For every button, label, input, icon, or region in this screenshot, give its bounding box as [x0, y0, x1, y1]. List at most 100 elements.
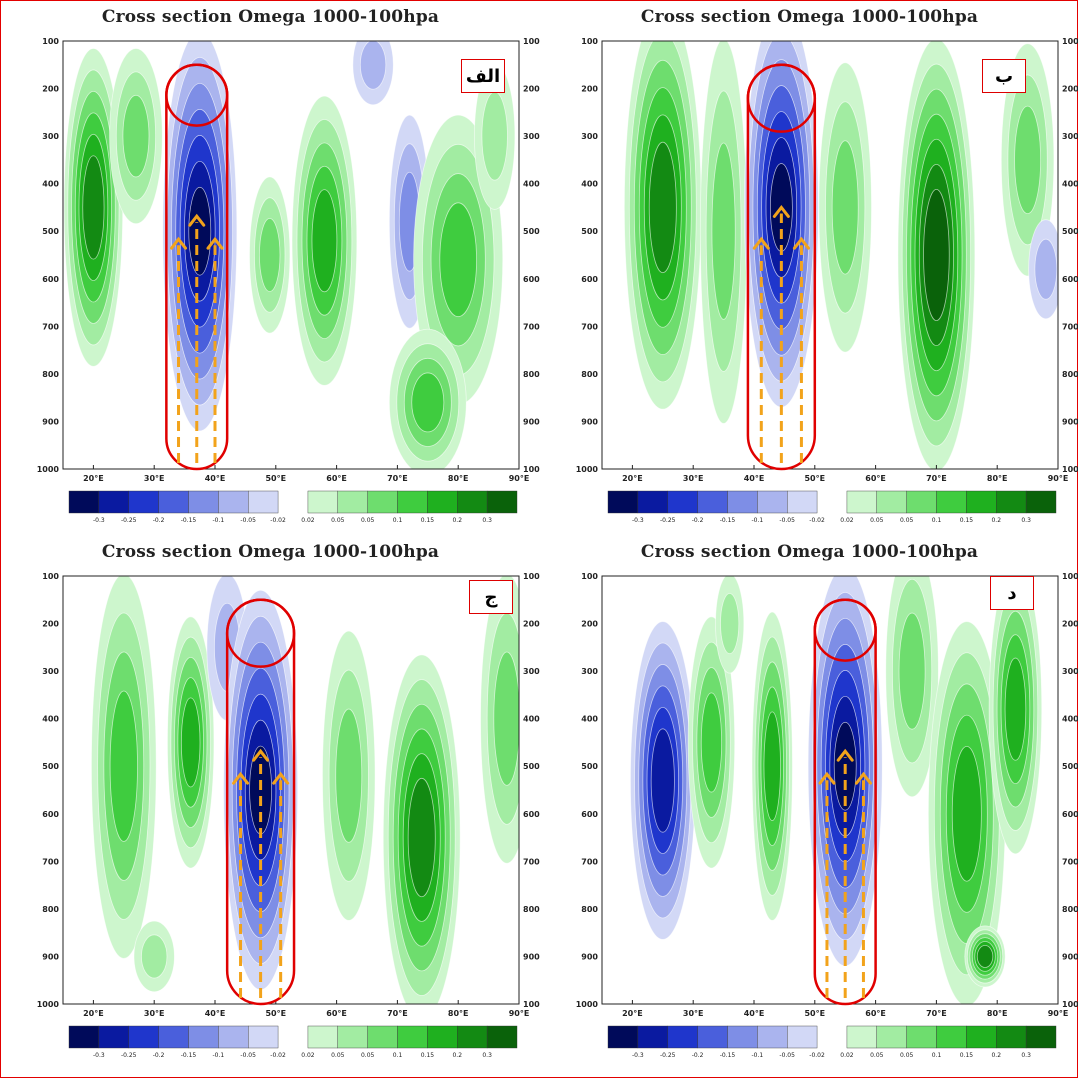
y-tick-label-right: 200	[523, 620, 540, 629]
colorbar-swatch	[367, 490, 398, 514]
colorbar-label: 0.2	[991, 1052, 1001, 1059]
colorbar-label: 0.05	[331, 517, 345, 524]
x-tick-label: 50°E	[804, 474, 825, 483]
y-tick-label-right: 900	[523, 417, 540, 426]
positive-omega-contour	[1004, 657, 1027, 761]
colorbar-label: 0.15	[960, 1052, 974, 1059]
colorbar-swatch	[397, 490, 428, 514]
positive-omega-contour	[259, 218, 281, 292]
colorbar-swatch	[337, 1025, 368, 1049]
colorbar-swatch	[786, 1025, 818, 1049]
positive-omega-contour	[82, 155, 105, 260]
y-tick-label-left: 400	[581, 715, 598, 724]
colorbar-swatch	[1025, 1025, 1057, 1049]
omega-field	[63, 576, 519, 1004]
y-tick-label-right: 600	[523, 810, 540, 819]
colorbar-label: -0.2	[692, 1052, 704, 1059]
y-tick-label-right: 800	[1062, 905, 1078, 914]
y-tick-label-left: 700	[581, 857, 598, 866]
x-tick-label: 90°E	[509, 474, 530, 483]
colorbar: -0.3 -0.25 -0.2 -0.15 -0.1 -0.05 -0.02 0.02 0.05…	[68, 490, 518, 524]
colorbar-label: 0.05	[900, 517, 914, 524]
positive-omega-contour	[976, 945, 994, 968]
omega-cross-section-chart: 100 100 200 200 300 300 400 400 500 500 600 600 700 7…	[576, 37, 1078, 524]
colorbar-label: 0.2	[991, 517, 1001, 524]
y-tick-label-left: 700	[42, 857, 59, 866]
colorbar-swatch	[637, 490, 668, 514]
y-tick-label-left: 200	[42, 85, 59, 94]
y-tick-label-right: 300	[523, 132, 540, 141]
colorbar-label: -0.02	[809, 1052, 825, 1059]
colorbar-swatch	[188, 490, 219, 514]
x-tick-label: 70°E	[926, 474, 947, 483]
colorbar-swatch	[486, 1025, 518, 1049]
negative-omega-contour	[359, 41, 387, 90]
positive-omega-contour	[700, 692, 723, 793]
colorbar-swatch	[876, 490, 907, 514]
y-tick-label-left: 200	[581, 620, 598, 629]
colorbar-swatch	[158, 1025, 189, 1049]
y-tick-label-left: 1000	[37, 1000, 60, 1009]
colorbar-swatch	[786, 490, 818, 514]
positive-omega-contour	[122, 94, 150, 178]
colorbar-swatch	[128, 490, 159, 514]
colorbar-swatch	[637, 1025, 668, 1049]
colorbar-swatch	[607, 490, 639, 514]
colorbar-label: -0.2	[692, 517, 704, 524]
colorbar-swatch	[367, 1025, 398, 1049]
x-tick-label: 60°E	[865, 474, 886, 483]
y-tick-label-right: 300	[523, 667, 540, 676]
omega-cross-section-chart: 100 100 200 200 300 300 400 400 500 500 600 600 700 7…	[37, 37, 540, 524]
colorbar: -0.3 -0.25 -0.2 -0.15 -0.1 -0.05 -0.02 0.02 0.05…	[607, 1025, 1057, 1059]
y-tick-label-right: 500	[1062, 227, 1078, 236]
y-tick-label-right: 500	[523, 227, 540, 236]
y-tick-label-right: 600	[1062, 810, 1078, 819]
y-tick-label-right: 600	[523, 275, 540, 284]
colorbar-label: -0.15	[720, 517, 736, 524]
colorbar-swatch	[337, 490, 368, 514]
positive-omega-contour	[141, 934, 168, 979]
y-tick-label-right: 400	[1062, 715, 1078, 724]
colorbar-label: -0.02	[270, 517, 286, 524]
panel-title: Cross section Omega 1000-100hpa	[640, 7, 979, 27]
ascent-arrow-head	[772, 205, 790, 218]
x-tick-label: 50°E	[265, 474, 286, 483]
colorbar-label: 0.15	[421, 517, 435, 524]
negative-omega-contour	[650, 728, 675, 833]
x-tick-label: 40°E	[205, 474, 226, 483]
panel-be: Cross section Omega 1000-100hpa 100 100 20…	[540, 1, 1078, 536]
panel-badge: الف	[461, 59, 505, 93]
colorbar-label: -0.1	[751, 517, 763, 524]
colorbar-swatch	[1025, 490, 1057, 514]
plot-frame	[62, 40, 520, 470]
highlight-circle	[225, 598, 296, 668]
colorbar-swatch	[876, 1025, 907, 1049]
colorbar-swatch	[218, 1025, 249, 1049]
y-tick-label-right: 100	[1062, 37, 1078, 46]
colorbar-swatch	[307, 490, 338, 514]
x-tick-label: 50°E	[804, 1009, 825, 1018]
y-tick-label-left: 500	[42, 762, 59, 771]
omega-field	[602, 576, 1058, 1004]
colorbar-label: 0.1	[932, 517, 942, 524]
positive-omega-contour	[493, 651, 519, 786]
positive-omega-contour	[898, 612, 926, 730]
colorbar-swatch	[397, 1025, 428, 1049]
colorbar-label: -0.3	[93, 517, 105, 524]
plot-frame	[601, 575, 1059, 1005]
colorbar-swatch	[68, 490, 100, 514]
colorbar-swatch	[966, 490, 997, 514]
colorbar-label: -0.02	[270, 1052, 286, 1059]
colorbar-swatch	[906, 1025, 937, 1049]
colorbar-label: -0.05	[240, 1052, 256, 1059]
positive-omega-contour	[411, 372, 445, 433]
y-tick-label-right: 200	[1062, 620, 1078, 629]
panel-badge: د	[990, 576, 1034, 610]
positive-omega-contour	[648, 141, 677, 274]
y-tick-label-left: 200	[42, 620, 59, 629]
colorbar-label: 0.02	[840, 1052, 854, 1059]
ascent-arrow-head	[272, 771, 290, 785]
colorbar-label: 0.1	[393, 517, 403, 524]
y-tick-label-left: 300	[42, 132, 59, 141]
